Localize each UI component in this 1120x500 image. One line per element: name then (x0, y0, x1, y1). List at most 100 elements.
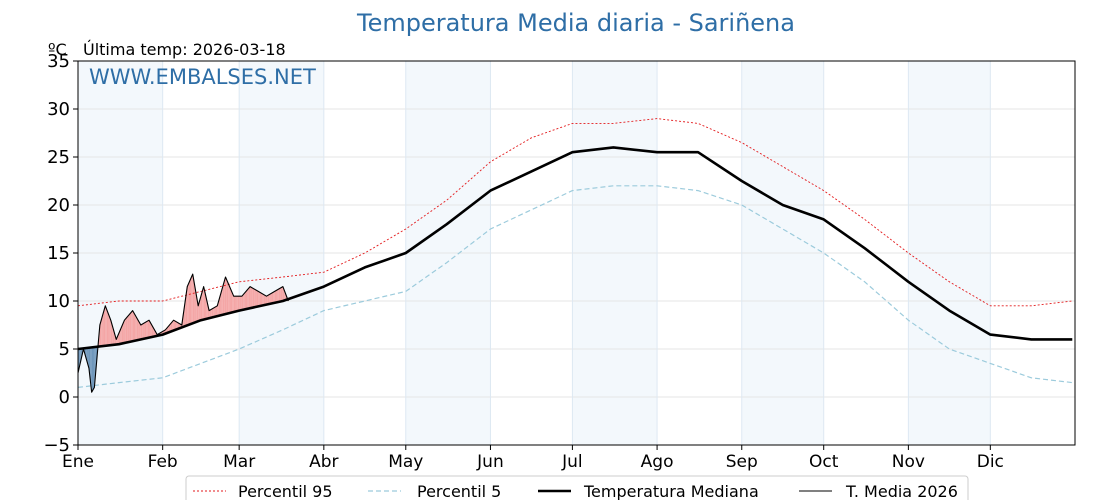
warm-anomaly-fill (127, 315, 129, 343)
warm-anomaly-fill (136, 317, 139, 341)
warm-anomaly-fill (151, 325, 154, 337)
warm-anomaly-fill (202, 286, 204, 320)
warm-anomaly-fill (209, 309, 211, 319)
warm-anomaly-fill (123, 320, 125, 344)
warm-anomaly-fill (199, 296, 201, 321)
warm-anomaly-fill (245, 289, 248, 310)
warm-anomaly-fill (247, 288, 249, 309)
warm-anomaly-fill (248, 286, 251, 309)
series-line (77, 146, 1073, 351)
x-tick-label: May (388, 452, 423, 472)
series-line (77, 185, 1073, 388)
warm-anomaly-fill (194, 282, 196, 323)
cold-anomaly-fill (91, 347, 94, 393)
warm-anomaly-fill (128, 313, 130, 343)
warm-anomaly-fill (103, 305, 106, 346)
warm-anomaly-fill (267, 294, 270, 305)
warm-anomaly-fill (108, 313, 110, 346)
warm-anomaly-fill (110, 320, 113, 346)
warm-anomaly-fill (121, 323, 124, 344)
warm-anomaly-fill (143, 322, 145, 339)
warm-anomaly-fill (274, 290, 277, 303)
warm-anomaly-fill (251, 287, 253, 308)
warm-anomaly-fill (243, 293, 245, 310)
x-tick-label: Jun (476, 452, 504, 472)
warm-anomaly-fill (144, 321, 147, 339)
warm-anomaly-fill (270, 293, 272, 304)
warm-anomaly-fill (235, 296, 237, 312)
warm-anomaly-fill (228, 283, 230, 314)
y-tick-label: 30 (47, 99, 70, 120)
warm-anomaly-fill (106, 309, 109, 346)
warm-anomaly-fill (140, 324, 143, 340)
warm-anomaly-fill (174, 321, 177, 330)
warm-anomaly-fill (259, 292, 262, 307)
x-tick-label: Ago (641, 452, 674, 472)
x-tick-label: Feb (148, 452, 178, 472)
warm-anomaly-fill (244, 291, 246, 310)
warm-anomaly-fill (124, 318, 126, 343)
warm-anomaly-fill (237, 296, 240, 311)
cold-anomaly-fill (88, 347, 91, 381)
warm-anomaly-fill (215, 305, 218, 317)
warm-anomaly-fill (256, 290, 259, 307)
warm-anomaly-fill (280, 287, 282, 302)
warm-anomaly-fill (236, 296, 238, 312)
warm-anomaly-fill (222, 281, 225, 315)
y-tick-label: 35 (47, 51, 70, 72)
warm-anomaly-fill (239, 296, 241, 311)
x-axis: Ene Feb Mar Abr May Jun Jul Ago Sep Oct Nov Dic (62, 445, 1004, 472)
warm-anomaly-fill (229, 286, 231, 313)
y-tick-label: 15 (47, 243, 70, 264)
warm-anomaly-fill (273, 291, 275, 304)
warm-anomaly-fill (240, 296, 242, 311)
warm-anomaly-fill (266, 295, 268, 305)
warm-anomaly-fill (192, 274, 195, 324)
warm-anomaly-fill (213, 307, 215, 318)
watermark: WWW.EMBALSES.NET (89, 65, 316, 89)
x-tick-label: Nov (892, 452, 925, 472)
warm-anomaly-fill (252, 288, 255, 308)
warm-anomaly-fill (203, 286, 206, 320)
warm-anomaly-fill (189, 277, 192, 325)
warm-anomaly-fill (269, 293, 271, 304)
y-axis: −5 0 5 10 15 20 25 30 35 (43, 51, 78, 456)
warm-anomaly-fill (200, 291, 203, 321)
warm-anomaly-fill (188, 280, 190, 325)
x-tick-label: Dic (977, 452, 1004, 472)
warm-anomaly-fill (281, 286, 283, 302)
unit-label: ºC (48, 40, 67, 59)
legend-label: Percentil 95 (238, 482, 333, 500)
warm-anomaly-fill (132, 310, 134, 342)
warm-anomaly-fill (135, 315, 137, 341)
warm-anomaly-fill (265, 295, 267, 305)
warm-anomaly-fill (147, 320, 150, 338)
warm-anomaly-fill (109, 316, 111, 346)
warm-anomaly-fill (131, 310, 133, 342)
warm-anomaly-fill (101, 315, 103, 347)
warm-anomaly-fill (138, 320, 140, 340)
x-tick-label: Abr (309, 452, 338, 472)
warm-anomaly-fill (139, 322, 141, 340)
warm-anomaly-fill (172, 320, 174, 331)
warm-anomaly-fill (284, 290, 286, 301)
warm-anomaly-fill (133, 313, 136, 341)
warm-anomaly-fill (230, 289, 233, 313)
warm-anomaly-fill (176, 321, 178, 330)
warm-anomaly-fill (261, 293, 263, 306)
y-tick-label: 20 (47, 195, 70, 216)
y-tick-label: 5 (59, 339, 70, 360)
x-tick-label: Mar (223, 452, 255, 472)
warm-anomaly-fill (254, 289, 256, 308)
legend: Percentil 95 Percentil 5 Temperatura Media… (185, 475, 969, 500)
last-update-label: Última temp: 2026-03-18 (83, 40, 286, 59)
legend-label: Temperatura Mediana (583, 482, 759, 500)
warm-anomaly-fill (221, 286, 223, 316)
warm-anomaly-fill (102, 310, 104, 347)
chart-title: Temperatura Media diaria - Sariñena (356, 9, 795, 37)
warm-anomaly-fill (125, 317, 128, 343)
warm-anomaly-fill (211, 308, 214, 318)
warm-anomaly-fill (255, 289, 257, 307)
y-tick-label: 0 (59, 387, 70, 408)
